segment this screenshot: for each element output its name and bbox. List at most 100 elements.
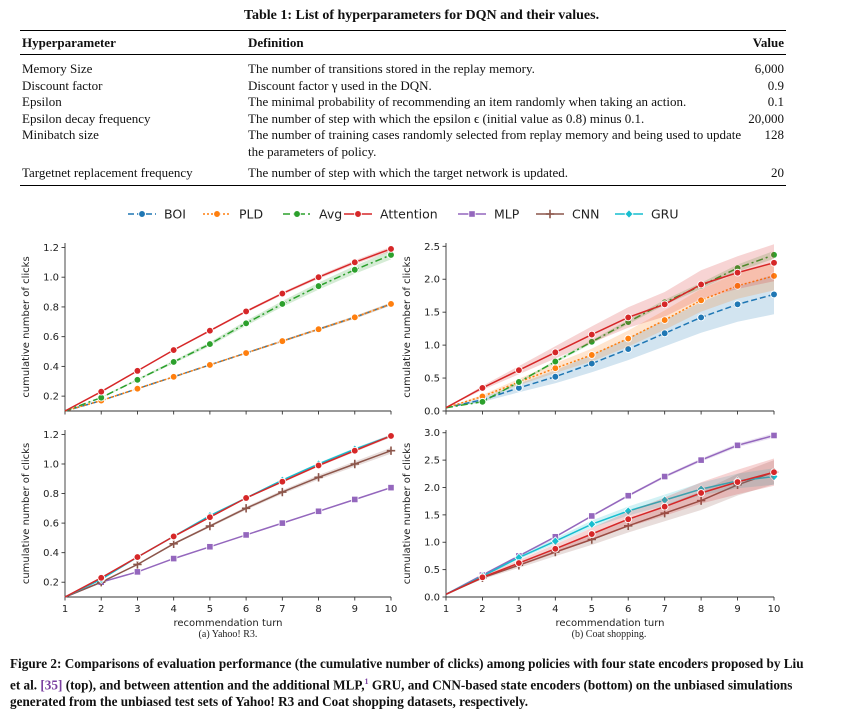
y-tick-label: 0.5 xyxy=(424,374,440,385)
x-tick-label: 4 xyxy=(170,604,176,615)
x-tick-label: 5 xyxy=(589,604,595,615)
y-tick-label: 0.0 xyxy=(424,407,440,418)
chart-panel-3: 0.2 0.4 0.6 0.8 1.0 1.2 1 2 3 4 5 6 7 8 9 10 cumulative … xyxy=(21,430,397,629)
data-point-attention xyxy=(169,346,178,354)
data-point-mlp xyxy=(733,441,742,449)
legend-entry-gru: GRU xyxy=(615,207,679,222)
row-name: Discount factor xyxy=(22,77,103,93)
confidence-band-boi xyxy=(446,274,774,408)
y-tick-label: 2.5 xyxy=(424,242,440,253)
row-definition: The minimal probability of recommending … xyxy=(248,94,687,109)
series-line-mlp xyxy=(445,434,775,595)
confidence-band-attention xyxy=(65,246,391,411)
row-value: 128 xyxy=(764,127,785,142)
data-point-avg xyxy=(350,265,359,274)
data-point-boi xyxy=(697,313,705,322)
row-name: Epsilon xyxy=(22,94,62,109)
row-value: 0.1 xyxy=(767,94,784,109)
data-point-mlp xyxy=(206,543,214,551)
series-line-pld xyxy=(445,275,775,409)
legend-label-attention: Attention xyxy=(380,207,438,222)
series-boi xyxy=(64,300,395,412)
legend-entry-cnn: CNN xyxy=(536,207,599,222)
data-point-cnn xyxy=(278,487,287,497)
x-tick-label: 10 xyxy=(768,604,781,615)
data-point-attention xyxy=(133,553,142,561)
confidence-band-pld xyxy=(65,302,391,411)
data-point-pld xyxy=(278,337,287,345)
row-definition: The number of step with which the epsilo… xyxy=(248,110,645,126)
data-point-pld xyxy=(242,349,250,357)
data-point-boi xyxy=(770,290,778,299)
data-point-boi xyxy=(624,345,633,353)
data-point-mlp xyxy=(133,568,142,576)
y-tick-label: 0.2 xyxy=(43,392,59,403)
data-point-attention xyxy=(587,530,596,538)
data-point-pld xyxy=(551,364,560,373)
data-point-mlp xyxy=(661,472,669,481)
data-point-pld xyxy=(624,334,633,343)
data-point-pld xyxy=(733,281,742,290)
row-name: Targetnet replacement frequency xyxy=(20,160,246,186)
data-point-avg xyxy=(133,375,142,384)
series-line-attention xyxy=(445,471,775,595)
x-axis-label: recommendation turn xyxy=(556,618,665,629)
data-point-attention xyxy=(169,532,178,541)
legend-entry-mlp: MLP xyxy=(458,207,520,222)
series-line-pld xyxy=(64,303,392,412)
y-tick-label: 3.0 xyxy=(424,428,440,439)
series-gru xyxy=(64,431,396,598)
row-definition: The number of step with which the target… xyxy=(246,160,747,186)
x-tick-label: 1 xyxy=(62,604,68,615)
legend-entry-attention: Attention xyxy=(344,207,438,222)
legend-label-pld: PLD xyxy=(239,207,263,222)
legend-entry-boi: BOI xyxy=(128,207,186,222)
series-mlp xyxy=(64,484,395,598)
legend-label-avg: Avg xyxy=(319,207,342,222)
x-tick-label: 8 xyxy=(315,604,321,615)
data-point-pld xyxy=(387,300,395,308)
x-tick-label: 10 xyxy=(385,604,398,615)
legend-label-boi: BOI xyxy=(164,207,186,222)
data-point-avg xyxy=(770,251,778,259)
caption-footnote[interactable]: 1 xyxy=(364,676,369,686)
data-point-cnn xyxy=(350,459,359,469)
data-point-mlp xyxy=(170,554,178,563)
series-attention xyxy=(445,458,778,595)
y-tick-label: 1.0 xyxy=(43,273,59,284)
data-point-pld xyxy=(350,313,359,322)
data-point-mlp xyxy=(588,512,596,520)
y-axis-label: cumulative number of clicks xyxy=(21,443,32,584)
data-point-attention xyxy=(206,513,214,522)
row-definition: The number of training cases randomly se… xyxy=(248,127,742,159)
legend-marker-pld xyxy=(213,210,221,218)
header-definition: Definition xyxy=(246,30,747,55)
y-tick-label: 2.0 xyxy=(424,275,440,286)
series-line-boi xyxy=(445,293,775,409)
subcaption-a: (a) Yahoo! R3. xyxy=(199,629,258,640)
chart-panel-2: 0.0 0.5 1.0 1.5 2.0 2.5 cumulative number of c… xyxy=(402,242,778,418)
series-avg xyxy=(64,250,395,412)
legend-marker-mlp xyxy=(468,210,476,218)
caption-citation[interactable]: [35] xyxy=(40,676,63,692)
figure-caption: Figure 2: Comparisons of evaluation perf… xyxy=(10,655,810,711)
data-point-cnn xyxy=(386,446,396,455)
data-point-gru xyxy=(623,506,633,516)
data-point-attention xyxy=(551,544,560,553)
data-point-mlp xyxy=(697,456,705,464)
data-point-mlp xyxy=(624,492,632,500)
confidence-band-cnn xyxy=(65,447,391,597)
data-point-attention xyxy=(515,366,523,375)
data-point-attention xyxy=(133,367,142,375)
data-point-attention xyxy=(350,258,359,267)
data-point-pld xyxy=(770,272,778,280)
x-tick-label: 9 xyxy=(734,604,740,615)
x-axis-label: recommendation turn xyxy=(174,618,283,629)
y-tick-label: 0.6 xyxy=(43,519,59,530)
row-value: 6,000 xyxy=(754,61,784,76)
data-point-pld xyxy=(587,351,596,359)
y-tick-label: 0.8 xyxy=(43,302,59,313)
data-point-gru xyxy=(587,519,597,529)
y-tick-label: 1.2 xyxy=(43,430,59,441)
row-definition: The number of transitions stored in the … xyxy=(248,61,535,76)
